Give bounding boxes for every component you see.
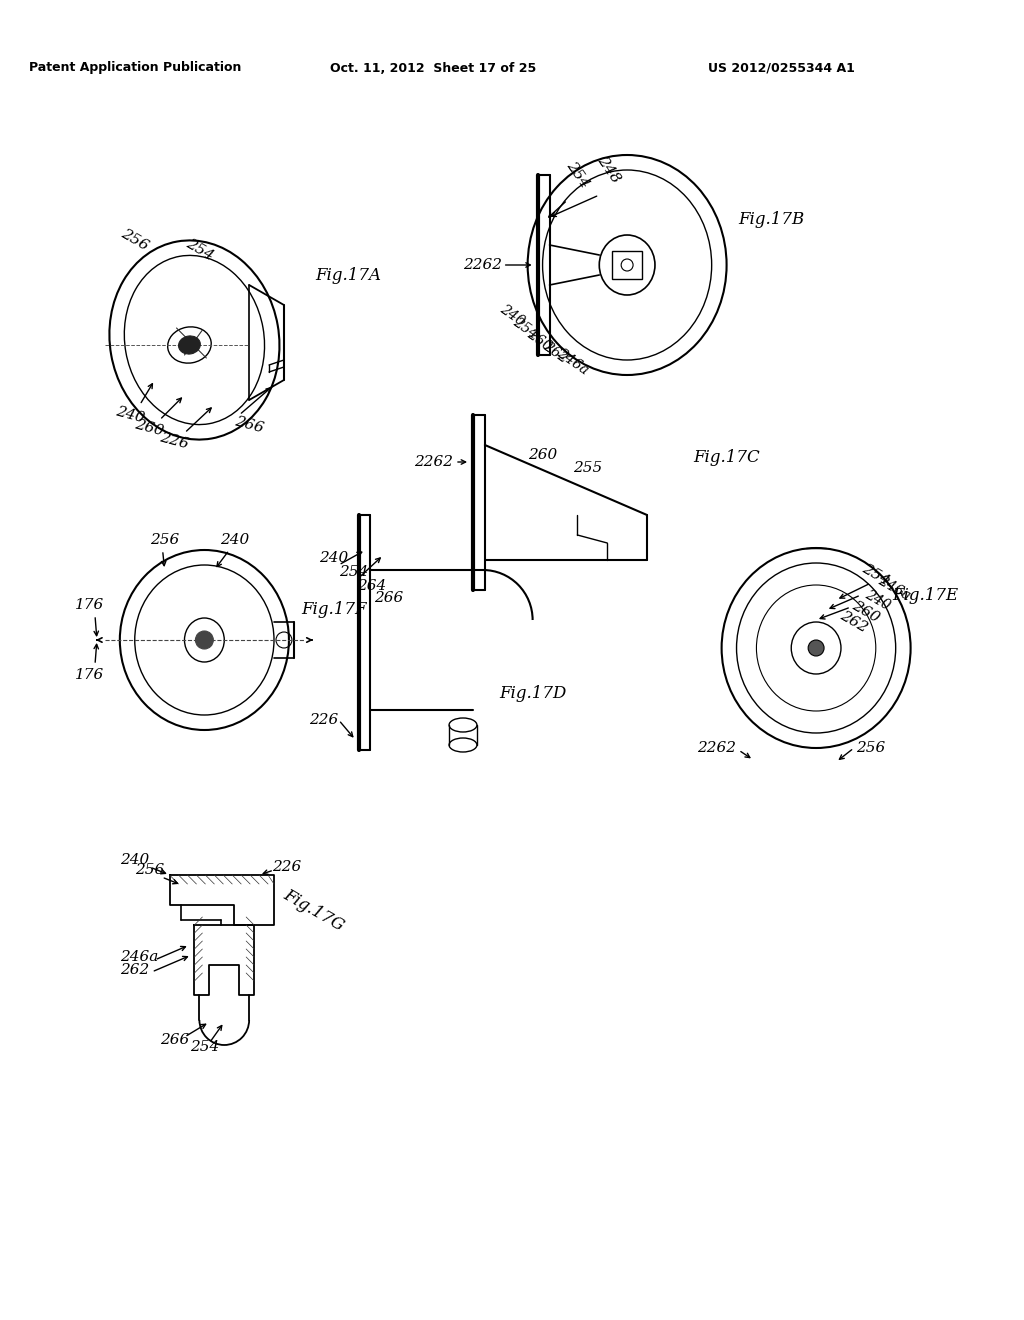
Text: Fig.17D: Fig.17D	[499, 685, 566, 701]
Text: 260: 260	[134, 417, 166, 438]
Text: 240: 240	[319, 550, 348, 565]
Text: 254: 254	[859, 561, 892, 589]
Text: 246a: 246a	[876, 573, 912, 603]
Text: 240: 240	[498, 302, 527, 329]
Text: 176: 176	[76, 668, 104, 682]
Text: Fig.17G: Fig.17G	[281, 886, 347, 935]
Text: 176: 176	[76, 598, 104, 612]
Text: 256: 256	[119, 227, 151, 253]
Ellipse shape	[196, 631, 213, 649]
Text: Fig.17C: Fig.17C	[693, 450, 760, 466]
Text: 260: 260	[528, 447, 557, 462]
Text: 256: 256	[150, 533, 179, 546]
Text: 262: 262	[838, 609, 870, 635]
Text: 256: 256	[135, 863, 164, 876]
Text: 2262: 2262	[697, 741, 736, 755]
Text: 254: 254	[511, 314, 541, 342]
Text: 264: 264	[356, 579, 386, 593]
Text: 240: 240	[120, 853, 150, 867]
Text: 226: 226	[159, 430, 190, 451]
Text: Patent Application Publication: Patent Application Publication	[29, 62, 241, 74]
Text: US 2012/0255344 A1: US 2012/0255344 A1	[708, 62, 855, 74]
Text: Fig.17A: Fig.17A	[315, 267, 382, 284]
Text: 256: 256	[856, 741, 886, 755]
Text: 262: 262	[541, 339, 570, 366]
Text: 266: 266	[160, 1034, 189, 1047]
Text: 260: 260	[850, 599, 882, 626]
Text: Fig.17F: Fig.17F	[301, 602, 367, 619]
Ellipse shape	[808, 640, 824, 656]
Text: 248: 248	[595, 154, 624, 186]
Text: 246a: 246a	[554, 346, 591, 378]
Ellipse shape	[178, 335, 201, 354]
Text: 266: 266	[374, 591, 403, 605]
Text: 226: 226	[309, 713, 338, 727]
Text: Oct. 11, 2012  Sheet 17 of 25: Oct. 11, 2012 Sheet 17 of 25	[330, 62, 537, 74]
Text: 2262: 2262	[464, 257, 503, 272]
Text: 260: 260	[524, 326, 555, 354]
Text: 254: 254	[189, 1040, 219, 1053]
Text: 246a: 246a	[121, 950, 159, 964]
Text: 262: 262	[120, 964, 150, 977]
Text: 2262: 2262	[414, 455, 453, 469]
Text: 254: 254	[563, 158, 592, 191]
Text: 240: 240	[219, 533, 249, 546]
Text: 226: 226	[272, 861, 301, 874]
Text: 240: 240	[114, 404, 145, 425]
Text: 254: 254	[339, 565, 369, 579]
Text: Fig.17E: Fig.17E	[893, 586, 958, 603]
Text: 255: 255	[572, 461, 602, 475]
Text: 254: 254	[183, 236, 216, 264]
Text: Fig.17B: Fig.17B	[738, 211, 805, 228]
Text: 266: 266	[233, 414, 265, 436]
Bar	[612, 251, 642, 279]
Text: 240: 240	[863, 587, 893, 612]
